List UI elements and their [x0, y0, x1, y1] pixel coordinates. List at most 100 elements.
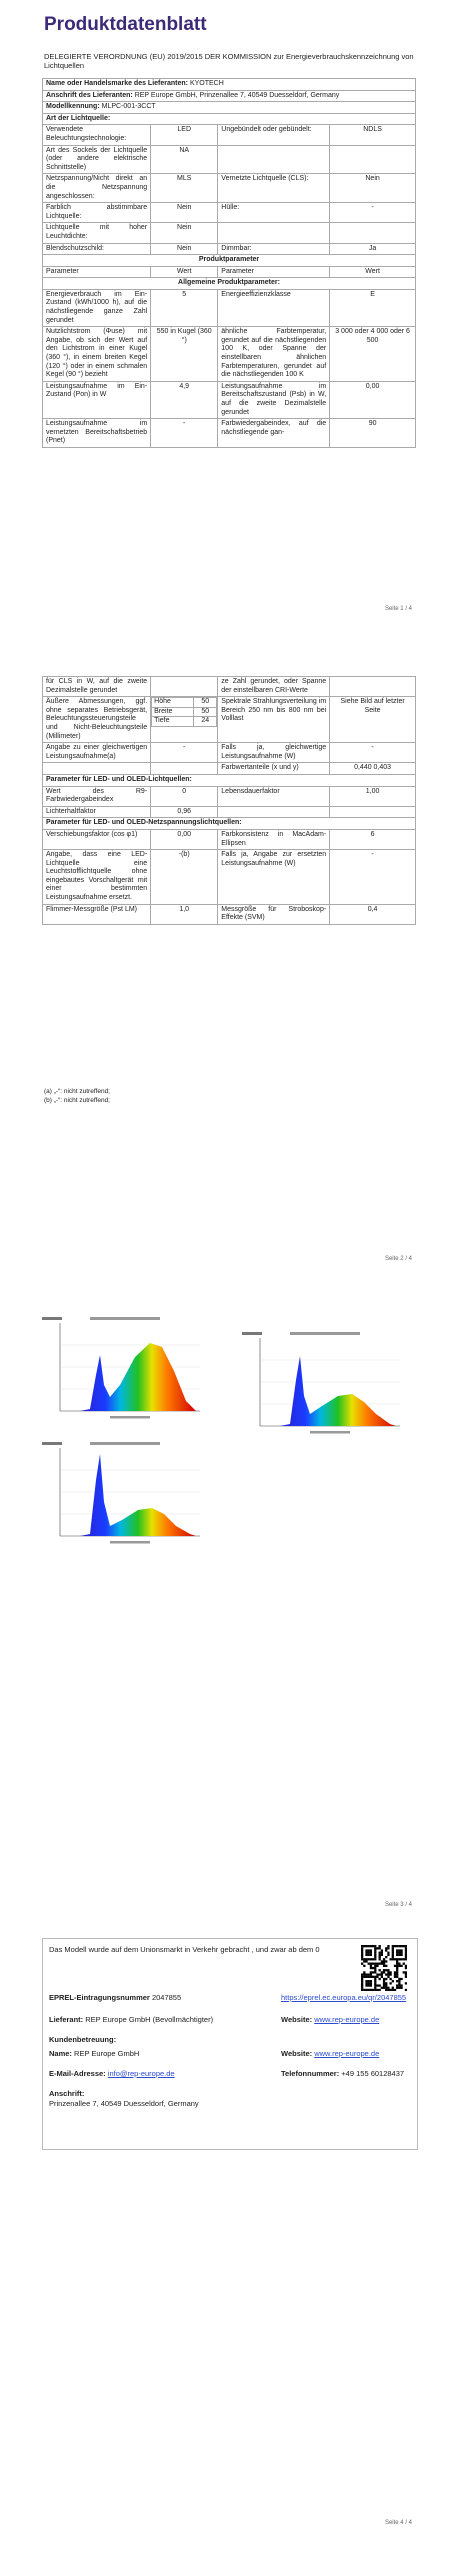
field-label: Website: [281, 2015, 313, 2024]
parameter-cell: Art des Sockels der Lichtquelle (oder an… [41, 144, 152, 175]
field-value: REP Europe GmbH, Prinzenallee 7, 40549 D… [134, 91, 340, 99]
table-row: Art der Lichtquelle: [42, 112, 416, 126]
spectrum-chart [41, 1316, 201, 1419]
field-value: +49 155 60128437 [341, 2069, 405, 2078]
parameter-cell: Parameter [217, 265, 331, 279]
field-label: Anschrift des Lieferanten: [46, 91, 133, 99]
empty-cell [329, 144, 416, 175]
info-item: Name: REP Europe GmbH [49, 2049, 277, 2059]
dimension-value: 50 [193, 697, 218, 708]
page-footer: Seite 1 / 4 [384, 606, 412, 612]
page-footer: Seite 4 / 4 [384, 2520, 412, 2526]
field-label: Name: [49, 2049, 72, 2058]
parameter-cell: Blendschutzschild: [41, 242, 152, 256]
parameter-cell: Leistungsaufnahme im Ein-Zustand (Pon) i… [41, 380, 152, 420]
table-row: Allgemeine Produktparameter: [42, 277, 416, 290]
parameter-cell: Hülle: [217, 202, 331, 224]
parameter-cell: ähnliche Farbtemperatur, gerundet auf di… [217, 326, 331, 382]
empty-cell [217, 222, 331, 244]
table-row: Äußere Abmessungen, ggf. ohne separates … [41, 696, 416, 744]
section-heading: Parameter für LED- und OLED-Lichtquellen… [42, 773, 416, 787]
info-cell: Modellkennung: MLPC-001-3CCT [42, 101, 416, 114]
parameter-cell: Wert des R9-Farbwiedergabeindex [41, 785, 152, 807]
value-cell: 0 [150, 785, 219, 807]
field-value: REP Europe GmbH [74, 2049, 140, 2058]
parameter-cell: Leistungsaufnahme im vernetzten Bereitsc… [41, 418, 152, 448]
table-row: Energieverbrauch im Ein-Zustand (kWh/100… [41, 288, 416, 328]
value-cell: 0,00 [329, 380, 416, 420]
parameter-cell: Leistungsaufnahme im Bereitschaftszustan… [217, 380, 331, 420]
table-row: Netzspannung/Nicht direkt an die Netzspa… [41, 173, 416, 204]
parameter-cell: Vernetzte Lichtquelle (CLS): [217, 173, 331, 204]
qr-code[interactable] [361, 1945, 407, 1991]
value-cell: Nein [150, 242, 219, 256]
table-row: Wert des R9-Farbwiedergabeindex 0 Lebensda… [41, 785, 416, 807]
parameter-cell: Messgröße für Stroboskop-Effekte (SVM) [217, 903, 331, 925]
parameter-cell: Ungebündelt oder gebündelt: [217, 124, 331, 146]
value-cell: Siehe Bild auf letzter Seite [329, 696, 416, 744]
field-label: Modellkennung: [46, 103, 100, 111]
field-label: Website: [281, 2049, 313, 2058]
parameter-cell: Falls ja, gleichwertige Leistungsaufnahm… [217, 742, 331, 764]
value-cell: 1,00 [329, 785, 416, 807]
data-table: für CLS in W, auf die zweite Dezimalstel… [41, 675, 416, 925]
page-footer: Seite 2 / 4 [384, 1256, 412, 1262]
field-value: KYOTECH [189, 80, 224, 87]
value-cell: 1,0 [150, 903, 219, 925]
spectrum-images [41, 1316, 401, 1544]
page-1: Produktdatenblatt DELEGIERTE VERORDNUNG … [0, 0, 452, 640]
parameter-cell: Nutzlichtstrom (Φuse) mit Angabe, ob sic… [41, 326, 152, 382]
table-row: Parameter für LED- und OLED-Netzspannung… [42, 817, 416, 830]
value-cell: Wert [329, 265, 416, 279]
field-label: EPREL-Eintragungsnummer [49, 1993, 150, 2002]
table-row: Verschiebungsfaktor (cos φ1) 0,00 Farbkons… [41, 828, 416, 851]
table-row: Lichterhaltfaktor 0,96 [41, 805, 416, 819]
info-item: Website: www.rep-europe.de [281, 2049, 411, 2059]
value-cell: 0,00 [150, 828, 219, 851]
parameter-cell: Spektrale Strahlungsverteilung im Bereic… [217, 696, 331, 744]
value-cell: 0,4 [329, 903, 416, 925]
parameter-cell: Äußere Abmessungen, ggf. ohne separates … [41, 696, 152, 744]
empty-cell [217, 144, 331, 175]
page-4: Das Modell wurde auf dem Unionsmarkt in … [0, 1920, 452, 2560]
table-row: Modellkennung: MLPC-001-3CCT [42, 101, 416, 114]
value-cell: Ja [329, 242, 416, 256]
table-row: Nutzlichtstrom (Φuse) mit Angabe, ob sic… [41, 326, 416, 382]
table-row: Art des Sockels der Lichtquelle (oder an… [41, 144, 416, 175]
parameter-cell: Verschiebungsfaktor (cos φ1) [41, 828, 152, 851]
link[interactable]: https://eprel.ec.europa.eu/qr/2047855 [281, 1993, 407, 2002]
intro: Das Modell wurde auf dem Unionsmarkt in … [49, 1945, 320, 1954]
table-row: Produktparameter [42, 254, 416, 267]
dimension-table: Höhe 50 Breite 50 Tiefe 24 [151, 697, 218, 727]
value-cell: MLS [150, 173, 219, 204]
link[interactable]: www.rep-europe.de [314, 2049, 380, 2058]
value-cell: NA [150, 144, 219, 175]
table-row: Lichtquelle mit hoher Leuchtdichte: Nein [41, 222, 416, 244]
section-heading: Parameter für LED- und OLED-Netzspannung… [42, 817, 416, 830]
value-cell: NDLS [329, 124, 416, 146]
value-cell: - [329, 742, 416, 764]
table-row: Anschrift des Lieferanten: REP Europe Gm… [42, 89, 416, 103]
info-item: Kundenbetreuung: [49, 2035, 411, 2045]
field-value: REP Europe GmbH (Bevollmächtigter) [85, 2015, 214, 2024]
empty-cell [329, 675, 416, 698]
info-item: Telefonnummer: +49 155 60128437 [281, 2069, 411, 2079]
value-cell: 4,9 [150, 380, 219, 420]
info-cell: Anschrift des Lieferanten: REP Europe Gm… [42, 89, 416, 103]
value-cell: Nein [150, 222, 219, 244]
field-label: Telefonnummer: [281, 2069, 340, 2078]
parameter-cell: Lichtquelle mit hoher Leuchtdichte: [41, 222, 152, 244]
footnote: (b) „-“: nicht zutreffend; [44, 1097, 110, 1104]
info-item: Anschrift: Prinzenallee 7, 40549 Duesseld… [49, 2089, 411, 2109]
parameter-cell: Farblich abstimmbare Lichtquelle: [41, 202, 152, 224]
parameter-cell: Farbwiedergabeindex, auf die nächstliege… [217, 418, 331, 448]
dimension-row: Höhe 50 [151, 697, 218, 708]
info-item: https://eprel.ec.europa.eu/qr/2047855 [281, 1993, 411, 2003]
field-value: Prinzenallee 7, 40549 Duesseldorf, Germa… [49, 2099, 199, 2108]
field-value: 2047855 [151, 1993, 182, 2002]
link[interactable]: info@rep-europe.de [107, 2069, 175, 2078]
link[interactable]: www.rep-europe.de [314, 2015, 380, 2024]
parameter-cell: Energieeffizienzklasse [217, 288, 331, 328]
spectrum-chart [241, 1331, 401, 1434]
